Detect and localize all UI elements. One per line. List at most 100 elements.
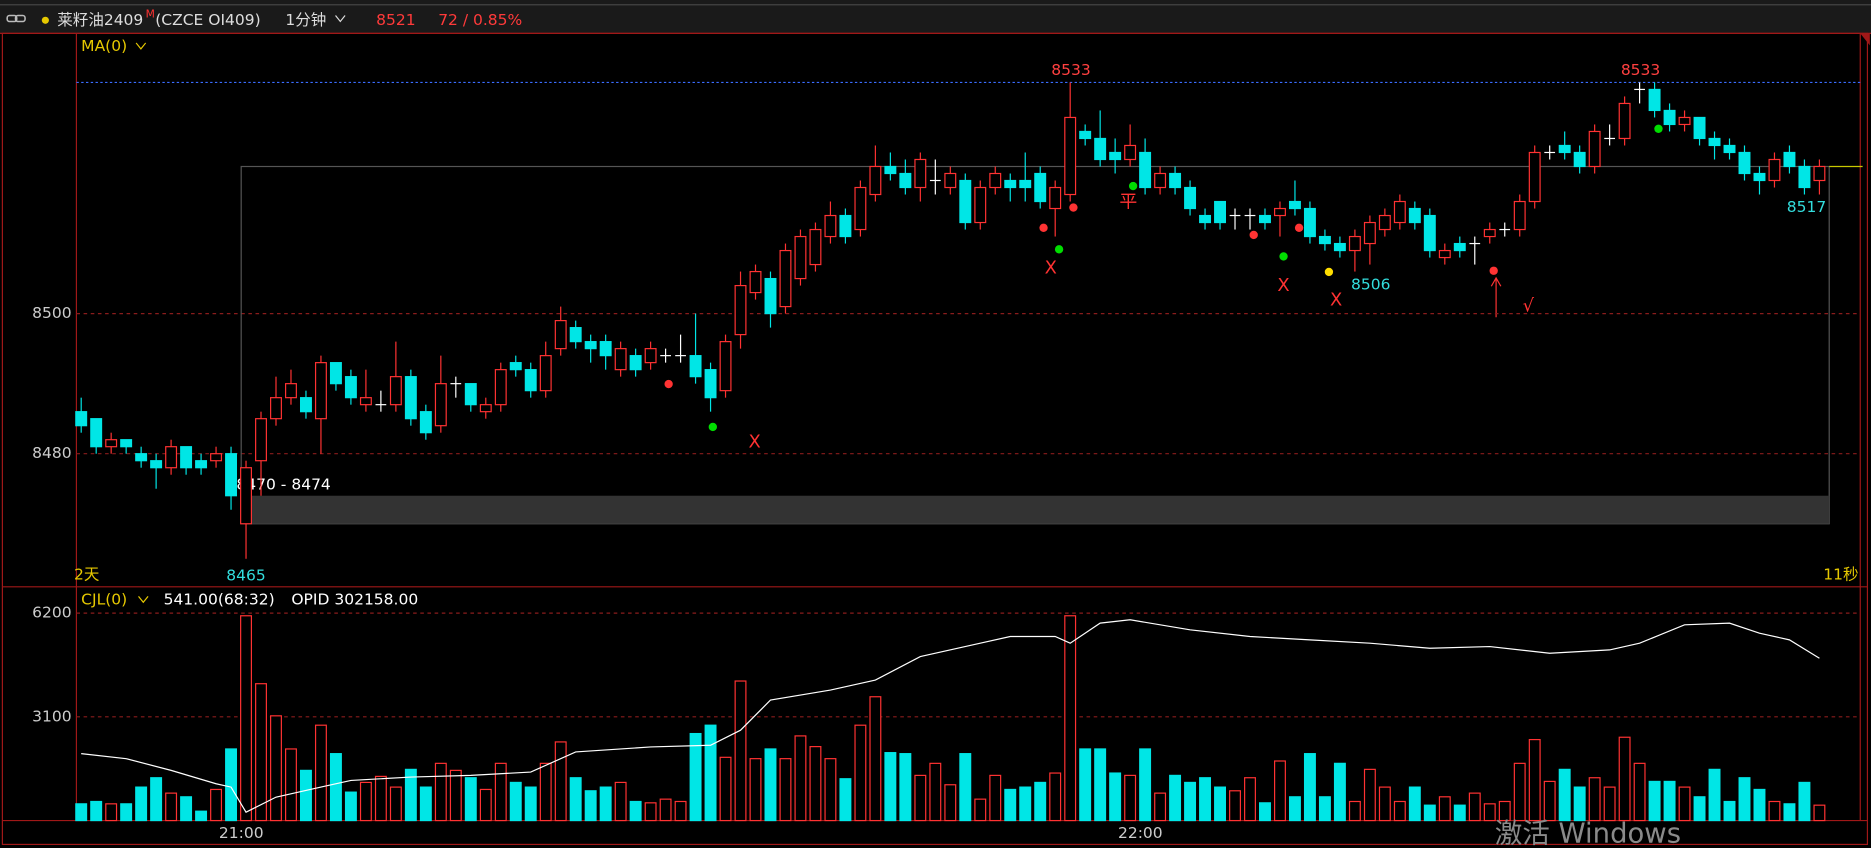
volume-bar	[479, 788, 492, 822]
last-price: 8521	[376, 11, 415, 29]
volume-bar	[299, 769, 312, 822]
x-tick-label: 22:00	[1118, 824, 1163, 842]
candle-body	[1318, 235, 1331, 245]
volume-bar	[1573, 786, 1586, 822]
candle-body	[689, 355, 702, 378]
symbol[interactable]: 莱籽油2409	[57, 11, 143, 29]
signal-arrow-head	[1490, 276, 1502, 287]
extreme-label: 8465	[226, 567, 265, 585]
period-chevron[interactable]	[335, 15, 346, 23]
candle-body	[584, 341, 597, 350]
candle-body	[1094, 137, 1107, 161]
volume-bar	[1079, 748, 1092, 822]
volume-bar	[1753, 788, 1766, 822]
candle-body	[150, 460, 163, 469]
price-change: 72 / 0.85%	[438, 11, 522, 29]
volume-bar	[1783, 803, 1796, 822]
volume-bar	[1648, 780, 1661, 822]
candle-body	[1558, 144, 1571, 154]
volume-bar	[629, 800, 642, 822]
volume-bar	[1004, 788, 1017, 822]
candle-body	[344, 376, 357, 399]
volume-bar	[1124, 774, 1137, 822]
status-dot	[41, 16, 49, 24]
opid: OPID 302158.00	[291, 590, 418, 608]
candle-body	[779, 249, 792, 308]
volume-bar	[824, 758, 837, 822]
candle-body	[1064, 116, 1077, 196]
volume-bar	[1438, 796, 1451, 822]
volume-bar	[1738, 777, 1751, 822]
watermark: 激活 Windows	[1495, 818, 1681, 848]
volume-bar	[704, 724, 717, 822]
candle-body	[240, 467, 252, 525]
candle-body	[719, 341, 732, 392]
candle-body	[899, 172, 912, 189]
signal-dot	[1294, 223, 1304, 232]
candle-body	[464, 383, 477, 406]
candle-body	[824, 214, 837, 238]
candle-body	[704, 369, 717, 399]
volume-bar	[359, 781, 372, 822]
candle-body	[1348, 235, 1361, 252]
volume-bar	[1543, 780, 1556, 822]
candle-body	[1408, 207, 1421, 224]
symbol-code: (CZCE OI409)	[155, 11, 260, 29]
volume-bar	[1019, 786, 1032, 822]
candle-body	[1813, 165, 1826, 182]
candle-body	[494, 369, 507, 406]
candle-body	[419, 411, 432, 434]
candle-body	[974, 186, 987, 224]
volume-bar	[584, 790, 597, 822]
signal-label: X	[748, 431, 760, 452]
candle-body	[1154, 172, 1167, 189]
candle-body	[359, 397, 372, 406]
period[interactable]: 1分钟	[285, 11, 326, 29]
candle-body	[1273, 207, 1286, 217]
volume-bar	[1663, 780, 1676, 822]
candle-body	[1049, 186, 1062, 210]
candle-body	[1513, 200, 1526, 231]
volume-bar	[914, 774, 927, 822]
candle-body	[869, 165, 882, 196]
candle-body	[764, 277, 777, 315]
volume-bar	[1453, 804, 1466, 822]
volume-bar	[135, 786, 148, 822]
link-icon[interactable]	[6, 14, 26, 23]
volume-bar	[1693, 796, 1706, 822]
candle-body	[1708, 137, 1721, 147]
volume-bar	[959, 753, 972, 822]
signal-dot	[664, 379, 673, 389]
signal-dot	[1249, 230, 1258, 240]
candle-body	[1768, 158, 1781, 182]
volume-bar	[1259, 802, 1271, 822]
volume-bar	[1109, 772, 1122, 822]
signal-dot	[1324, 267, 1334, 277]
volume-bar	[434, 762, 447, 822]
volume-bar	[389, 786, 402, 822]
candle-body	[1588, 130, 1601, 168]
volume-bar	[75, 803, 88, 822]
vol-label[interactable]: CJL(0)	[81, 590, 127, 608]
volume-bar	[734, 680, 747, 822]
ma-chevron[interactable]	[135, 42, 147, 50]
volume-bar	[524, 786, 537, 822]
volume-bar	[1229, 790, 1241, 822]
volume-bar	[105, 803, 118, 822]
candle-body	[225, 453, 238, 497]
ma-label[interactable]: MA(0)	[81, 37, 127, 55]
candle-body	[914, 158, 927, 189]
candle-body	[1483, 228, 1496, 238]
range-label: 8470 - 8474	[236, 476, 330, 494]
volume-bar	[1513, 762, 1526, 822]
volume-bar	[1333, 762, 1346, 822]
vol-chevron[interactable]	[138, 595, 149, 604]
candle-body	[404, 376, 417, 420]
candle-body	[1288, 200, 1301, 210]
volume-bar	[1199, 777, 1212, 822]
volume-bar	[1768, 800, 1781, 822]
x-tick-label: 21:00	[219, 824, 264, 842]
candle-body	[389, 376, 402, 406]
signal-dot	[1039, 223, 1048, 232]
volume-tick-label: 6200	[32, 604, 71, 622]
